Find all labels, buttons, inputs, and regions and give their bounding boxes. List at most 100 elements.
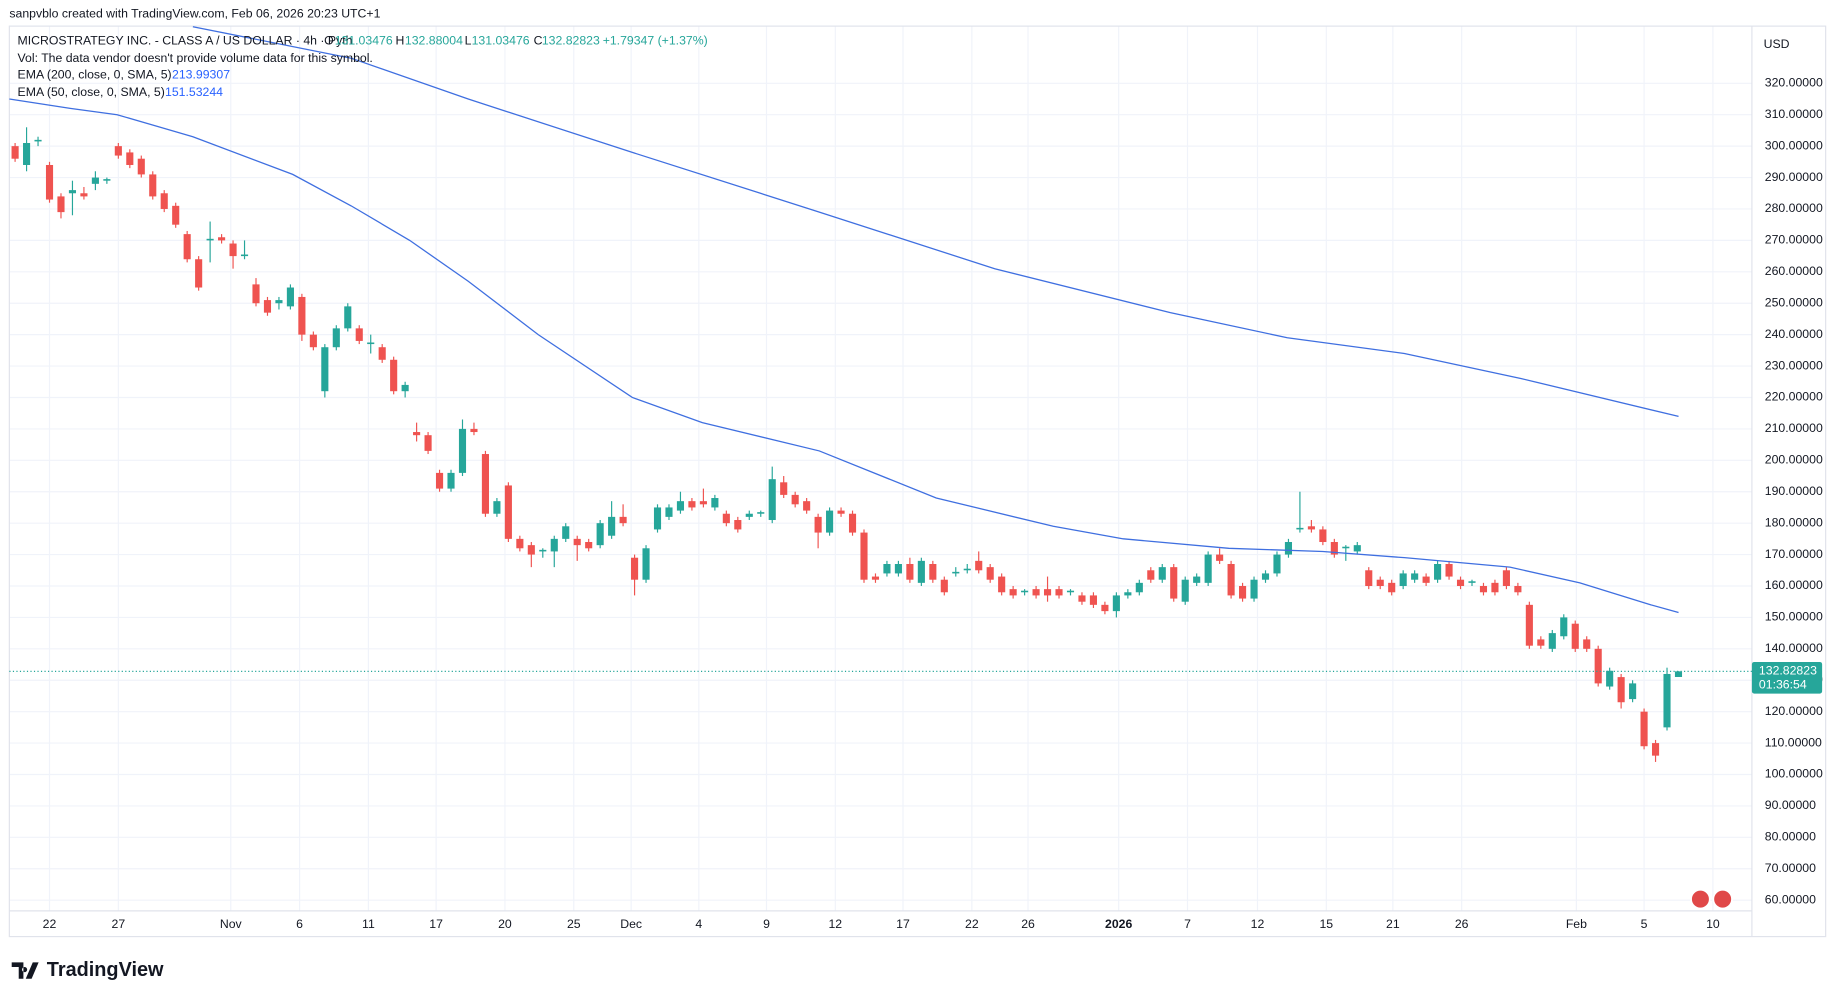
candle-body xyxy=(631,557,639,580)
candle-body xyxy=(413,432,421,436)
ohlc-prefix: L xyxy=(465,34,472,48)
candle-body xyxy=(768,479,776,521)
y-tick-label: 250.00000 xyxy=(1765,295,1823,309)
y-tick-label: 90.00000 xyxy=(1765,798,1816,812)
x-tick-label: 22 xyxy=(965,917,979,931)
flag-icon[interactable] xyxy=(1712,888,1733,910)
y-tick-label: 270.00000 xyxy=(1765,233,1823,247)
watermark: sanpvblo created with TradingView.com, F… xyxy=(9,7,380,21)
candle-body xyxy=(103,179,111,181)
candle-body xyxy=(1571,623,1579,649)
y-tick-label: 190.00000 xyxy=(1765,484,1823,498)
candle-body xyxy=(1135,582,1143,593)
candle-body xyxy=(1491,582,1499,593)
candle-body xyxy=(1537,639,1545,646)
flag-icon[interactable] xyxy=(1690,888,1711,910)
candle-body xyxy=(1147,570,1155,580)
candle-body xyxy=(917,560,925,583)
candle-body xyxy=(998,576,1006,593)
candle-body xyxy=(527,545,535,555)
candle-body xyxy=(126,152,134,165)
x-tick-label: 25 xyxy=(567,917,581,931)
candle-body xyxy=(137,158,145,175)
candle-body xyxy=(355,328,363,341)
candle-body xyxy=(642,548,650,580)
candle-body xyxy=(1365,570,1373,586)
candle-body xyxy=(676,501,685,511)
y-tick-label: 220.00000 xyxy=(1765,390,1823,404)
y-tick-label: 70.00000 xyxy=(1765,861,1816,875)
candle-body xyxy=(1078,595,1086,602)
ohlc-high: 132.88004 xyxy=(405,34,463,48)
candle-body xyxy=(894,563,902,574)
y-tick-label: 60.00000 xyxy=(1765,892,1816,906)
candle-body xyxy=(883,563,891,574)
candle-body xyxy=(585,542,593,549)
x-tick-label: Dec xyxy=(620,917,642,931)
candle-body xyxy=(1353,545,1361,552)
legend-entry: EMA (200, close, 0, SMA, 5) xyxy=(18,68,172,82)
candle-body xyxy=(1502,570,1510,586)
y-tick-label: 110.00000 xyxy=(1765,735,1822,749)
ohlc-prefix: O xyxy=(324,34,334,48)
y-tick-label: 240.00000 xyxy=(1765,327,1823,341)
candle-body xyxy=(1640,711,1648,747)
candle-body xyxy=(1434,563,1442,580)
candle-body xyxy=(263,300,272,313)
brand-name: TradingView xyxy=(47,959,164,981)
chart-frame xyxy=(8,25,1827,938)
candle-body xyxy=(1158,567,1166,580)
candle-body xyxy=(929,563,937,580)
y-tick-label: 80.00000 xyxy=(1765,830,1816,844)
x-tick-label: Nov xyxy=(220,917,243,931)
candle-body xyxy=(378,347,386,360)
candle-body xyxy=(780,482,788,495)
candle-body xyxy=(745,513,753,517)
candle-body xyxy=(608,516,616,536)
y-tick-label: 100.00000 xyxy=(1765,767,1823,781)
candle-body xyxy=(11,146,19,159)
x-tick-label: 7 xyxy=(1184,917,1191,931)
x-tick-label: 20 xyxy=(498,917,512,931)
candle-body xyxy=(963,568,971,571)
y-tick-label: 300.00000 xyxy=(1765,138,1823,152)
candle-body xyxy=(711,498,719,508)
candle-body xyxy=(470,428,478,433)
ohlc-low: 131.03476 xyxy=(472,34,530,48)
candle-body xyxy=(848,513,857,533)
candle-body xyxy=(309,334,317,348)
candle-body xyxy=(1388,582,1396,593)
candle-body xyxy=(401,384,409,392)
candle-body xyxy=(1560,617,1568,637)
candle-body xyxy=(1273,554,1281,574)
candle-body xyxy=(1170,567,1178,599)
ohlc-open: 131.03476 xyxy=(335,34,393,48)
x-tick-label: 22 xyxy=(43,917,57,931)
ema-line xyxy=(192,26,1679,418)
candle-body xyxy=(1629,683,1637,700)
candle-body xyxy=(57,196,65,213)
candle-body xyxy=(596,523,604,546)
candle-body xyxy=(229,243,237,257)
candle-body xyxy=(23,142,31,165)
candle-body xyxy=(172,205,180,225)
candle-body xyxy=(1514,585,1522,593)
overlay: 60.00000 70.00000 80.00000 90.00000 100.0000… xyxy=(43,76,1823,932)
x-tick-label: 2026 xyxy=(1105,917,1132,931)
currency-label[interactable]: USD xyxy=(1764,37,1790,51)
candle-body xyxy=(435,472,444,489)
candle-body xyxy=(1227,563,1235,596)
candle-body xyxy=(1101,604,1109,612)
last-price-label: 132.82823 xyxy=(1759,664,1817,678)
candle-body xyxy=(390,359,398,392)
candle-body xyxy=(1525,604,1533,646)
candle-body xyxy=(1239,585,1247,599)
candle-body xyxy=(424,435,432,451)
y-tick-label: 120.00000 xyxy=(1765,704,1823,718)
flag-icons xyxy=(1690,888,1733,910)
candle-body xyxy=(986,567,994,580)
y-tick-label: 280.00000 xyxy=(1765,201,1823,215)
candle-body xyxy=(952,571,960,574)
candle-body xyxy=(1330,542,1338,555)
